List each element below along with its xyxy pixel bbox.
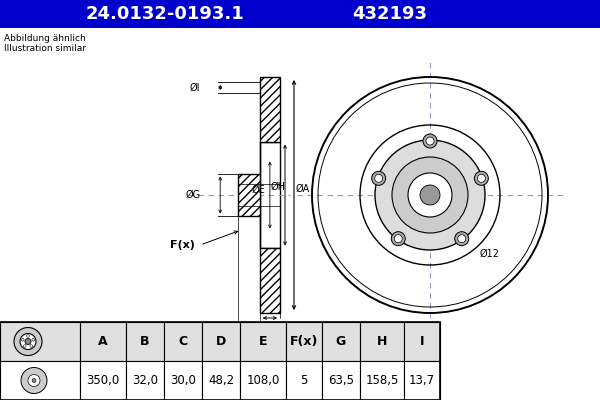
Text: G: G [336, 335, 346, 348]
Circle shape [394, 235, 402, 243]
Bar [360, 322, 404, 361]
Text: Abbildung ähnlich: Abbildung ähnlich [4, 34, 86, 43]
Text: 32,0: 32,0 [132, 374, 158, 387]
Circle shape [23, 345, 26, 347]
Text: D: D [216, 335, 226, 348]
Circle shape [420, 185, 440, 205]
Circle shape [392, 157, 468, 233]
Bar [238, 174, 260, 216]
Bar [0, 361, 80, 400]
Text: F(x): F(x) [170, 240, 195, 250]
Circle shape [478, 174, 485, 182]
Bar [164, 322, 202, 361]
Text: Ø12: Ø12 [480, 249, 500, 259]
Circle shape [32, 338, 35, 341]
Bar [202, 322, 240, 361]
Circle shape [426, 137, 434, 145]
Text: ØH: ØH [271, 182, 286, 192]
Bar [126, 322, 164, 361]
Circle shape [27, 335, 29, 337]
Text: C (MTH): C (MTH) [268, 325, 308, 335]
Text: B: B [140, 335, 150, 348]
Text: E: E [259, 335, 267, 348]
Bar [0, 322, 80, 361]
Text: C: C [178, 335, 188, 348]
Text: I: I [420, 335, 424, 348]
Text: B: B [245, 332, 253, 342]
Circle shape [423, 134, 437, 148]
Text: A: A [98, 335, 108, 348]
Text: ØE: ØE [252, 185, 266, 195]
Circle shape [14, 328, 42, 356]
Text: H: H [377, 335, 387, 348]
Circle shape [28, 374, 40, 386]
Bar [0, 28, 600, 322]
Circle shape [25, 338, 31, 344]
Bar [260, 142, 280, 248]
Bar [240, 361, 286, 400]
Bar [80, 361, 126, 400]
Text: 432193: 432193 [353, 5, 427, 23]
Bar [202, 361, 240, 400]
Text: D: D [239, 345, 247, 355]
Circle shape [22, 338, 24, 341]
Circle shape [21, 368, 47, 394]
Text: F(x): F(x) [290, 335, 318, 348]
Bar [126, 361, 164, 400]
Circle shape [30, 345, 32, 347]
Text: 108,0: 108,0 [247, 374, 280, 387]
Circle shape [374, 174, 383, 182]
Bar [286, 322, 322, 361]
Text: 63,5: 63,5 [328, 374, 354, 387]
Circle shape [455, 232, 469, 246]
Bar [0, 0, 600, 28]
Text: 48,2: 48,2 [208, 374, 234, 387]
Bar [80, 322, 126, 361]
Text: 158,5: 158,5 [365, 374, 398, 387]
Bar [360, 361, 404, 400]
Bar [322, 361, 360, 400]
Bar [404, 361, 440, 400]
Circle shape [458, 235, 466, 243]
Bar [404, 322, 440, 361]
Bar [240, 322, 286, 361]
Circle shape [408, 173, 452, 217]
Circle shape [20, 334, 36, 350]
Bar [286, 361, 322, 400]
Text: Illustration similar: Illustration similar [4, 44, 86, 53]
Circle shape [371, 171, 386, 185]
Circle shape [391, 232, 405, 246]
Circle shape [475, 171, 488, 185]
Text: ØA: ØA [296, 184, 310, 194]
Bar [164, 361, 202, 400]
Bar [260, 248, 280, 313]
Circle shape [375, 140, 485, 250]
Text: 5: 5 [301, 374, 308, 387]
Bar [0, 322, 440, 400]
Text: 350,0: 350,0 [86, 374, 119, 387]
Circle shape [32, 378, 36, 382]
Text: ØI: ØI [190, 82, 200, 92]
Text: 30,0: 30,0 [170, 374, 196, 387]
Bar [322, 322, 360, 361]
Text: ØG: ØG [185, 190, 200, 200]
Text: 24.0132-0193.1: 24.0132-0193.1 [86, 5, 244, 23]
Text: 13,7: 13,7 [409, 374, 435, 387]
Bar [260, 77, 280, 142]
